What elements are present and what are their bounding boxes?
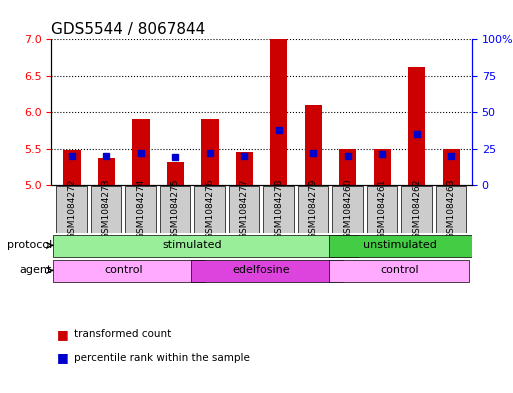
FancyBboxPatch shape bbox=[367, 186, 397, 233]
Bar bbox=[373, 149, 391, 185]
FancyBboxPatch shape bbox=[160, 186, 190, 233]
Text: GDS5544 / 8067844: GDS5544 / 8067844 bbox=[51, 22, 206, 37]
FancyBboxPatch shape bbox=[91, 186, 121, 233]
Text: agent: agent bbox=[19, 265, 52, 275]
Text: GSM1084260: GSM1084260 bbox=[343, 179, 352, 239]
FancyBboxPatch shape bbox=[401, 186, 431, 233]
Text: GSM1084261: GSM1084261 bbox=[378, 179, 387, 239]
Text: protocol: protocol bbox=[7, 241, 52, 250]
Bar bbox=[305, 105, 322, 185]
Text: ■: ■ bbox=[56, 351, 68, 364]
Bar bbox=[339, 149, 357, 185]
Text: percentile rank within the sample: percentile rank within the sample bbox=[74, 353, 250, 363]
FancyBboxPatch shape bbox=[229, 186, 259, 233]
Text: GSM1084278: GSM1084278 bbox=[274, 179, 283, 239]
Text: GSM1084277: GSM1084277 bbox=[240, 179, 249, 239]
Text: control: control bbox=[105, 265, 143, 275]
FancyBboxPatch shape bbox=[263, 186, 294, 233]
FancyBboxPatch shape bbox=[329, 235, 484, 257]
Bar bbox=[132, 119, 150, 185]
Text: GSM1084273: GSM1084273 bbox=[102, 179, 111, 239]
Text: GSM1084274: GSM1084274 bbox=[136, 179, 146, 239]
Text: GSM1084262: GSM1084262 bbox=[412, 179, 421, 239]
FancyBboxPatch shape bbox=[53, 235, 358, 257]
Text: GSM1084263: GSM1084263 bbox=[447, 179, 456, 239]
Text: transformed count: transformed count bbox=[74, 329, 172, 339]
Bar bbox=[167, 162, 184, 185]
FancyBboxPatch shape bbox=[53, 261, 205, 282]
Text: GSM1084279: GSM1084279 bbox=[309, 179, 318, 239]
FancyBboxPatch shape bbox=[298, 186, 328, 233]
Bar bbox=[64, 150, 81, 185]
Text: GSM1084272: GSM1084272 bbox=[68, 179, 76, 239]
Text: GSM1084276: GSM1084276 bbox=[205, 179, 214, 239]
FancyBboxPatch shape bbox=[56, 186, 87, 233]
Bar bbox=[236, 152, 253, 185]
Bar bbox=[443, 149, 460, 185]
FancyBboxPatch shape bbox=[126, 186, 156, 233]
FancyBboxPatch shape bbox=[194, 186, 225, 233]
FancyBboxPatch shape bbox=[191, 261, 343, 282]
Bar bbox=[408, 67, 425, 185]
FancyBboxPatch shape bbox=[436, 186, 466, 233]
FancyBboxPatch shape bbox=[329, 261, 468, 282]
Text: unstimulated: unstimulated bbox=[363, 241, 437, 250]
FancyBboxPatch shape bbox=[332, 186, 363, 233]
Bar bbox=[201, 119, 219, 185]
Text: control: control bbox=[380, 265, 419, 275]
Text: GSM1084275: GSM1084275 bbox=[171, 179, 180, 239]
Bar bbox=[98, 158, 115, 185]
Bar bbox=[270, 39, 287, 185]
Text: ■: ■ bbox=[56, 327, 68, 341]
Text: edelfosine: edelfosine bbox=[233, 265, 290, 275]
Text: stimulated: stimulated bbox=[163, 241, 223, 250]
